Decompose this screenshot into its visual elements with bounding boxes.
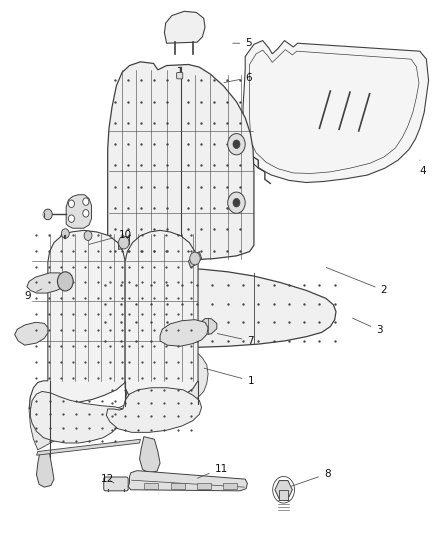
- Circle shape: [228, 134, 245, 155]
- Circle shape: [83, 198, 89, 205]
- Text: 9: 9: [25, 289, 42, 301]
- Polygon shape: [66, 195, 92, 228]
- Circle shape: [83, 209, 89, 217]
- Text: 1: 1: [204, 368, 254, 386]
- Text: 4: 4: [420, 160, 427, 176]
- FancyBboxPatch shape: [170, 483, 184, 489]
- Polygon shape: [36, 451, 54, 487]
- Circle shape: [190, 252, 200, 265]
- Text: 10: 10: [88, 230, 132, 245]
- Polygon shape: [125, 230, 198, 403]
- Polygon shape: [160, 320, 208, 346]
- Circle shape: [228, 192, 245, 213]
- Polygon shape: [140, 437, 160, 473]
- Polygon shape: [101, 269, 336, 348]
- Polygon shape: [30, 391, 123, 443]
- FancyBboxPatch shape: [223, 483, 237, 489]
- Text: 3: 3: [353, 318, 383, 335]
- Polygon shape: [29, 230, 125, 409]
- FancyBboxPatch shape: [197, 483, 211, 489]
- Text: 11: 11: [198, 464, 228, 478]
- Polygon shape: [199, 319, 217, 334]
- Text: 12: 12: [101, 474, 114, 484]
- Circle shape: [68, 200, 74, 207]
- Polygon shape: [275, 481, 292, 499]
- Polygon shape: [128, 471, 247, 491]
- Circle shape: [119, 236, 129, 249]
- Text: 6: 6: [224, 73, 252, 83]
- Circle shape: [43, 209, 52, 220]
- FancyBboxPatch shape: [145, 483, 158, 489]
- Polygon shape: [188, 252, 201, 268]
- Polygon shape: [243, 41, 428, 182]
- Text: 2: 2: [326, 268, 387, 295]
- Polygon shape: [14, 322, 48, 345]
- Circle shape: [233, 198, 240, 207]
- Polygon shape: [29, 345, 208, 450]
- Circle shape: [84, 231, 92, 240]
- Polygon shape: [119, 236, 130, 249]
- Polygon shape: [106, 387, 201, 432]
- Text: 5: 5: [233, 38, 252, 48]
- Text: 7: 7: [217, 334, 254, 346]
- Polygon shape: [164, 11, 205, 43]
- Polygon shape: [108, 62, 254, 261]
- FancyBboxPatch shape: [177, 72, 183, 79]
- Circle shape: [233, 140, 240, 149]
- Circle shape: [61, 229, 69, 238]
- Polygon shape: [279, 490, 288, 500]
- Circle shape: [68, 215, 74, 222]
- Polygon shape: [36, 439, 141, 455]
- FancyBboxPatch shape: [104, 477, 128, 491]
- Polygon shape: [27, 273, 67, 293]
- Circle shape: [57, 272, 73, 291]
- Text: 8: 8: [291, 469, 330, 486]
